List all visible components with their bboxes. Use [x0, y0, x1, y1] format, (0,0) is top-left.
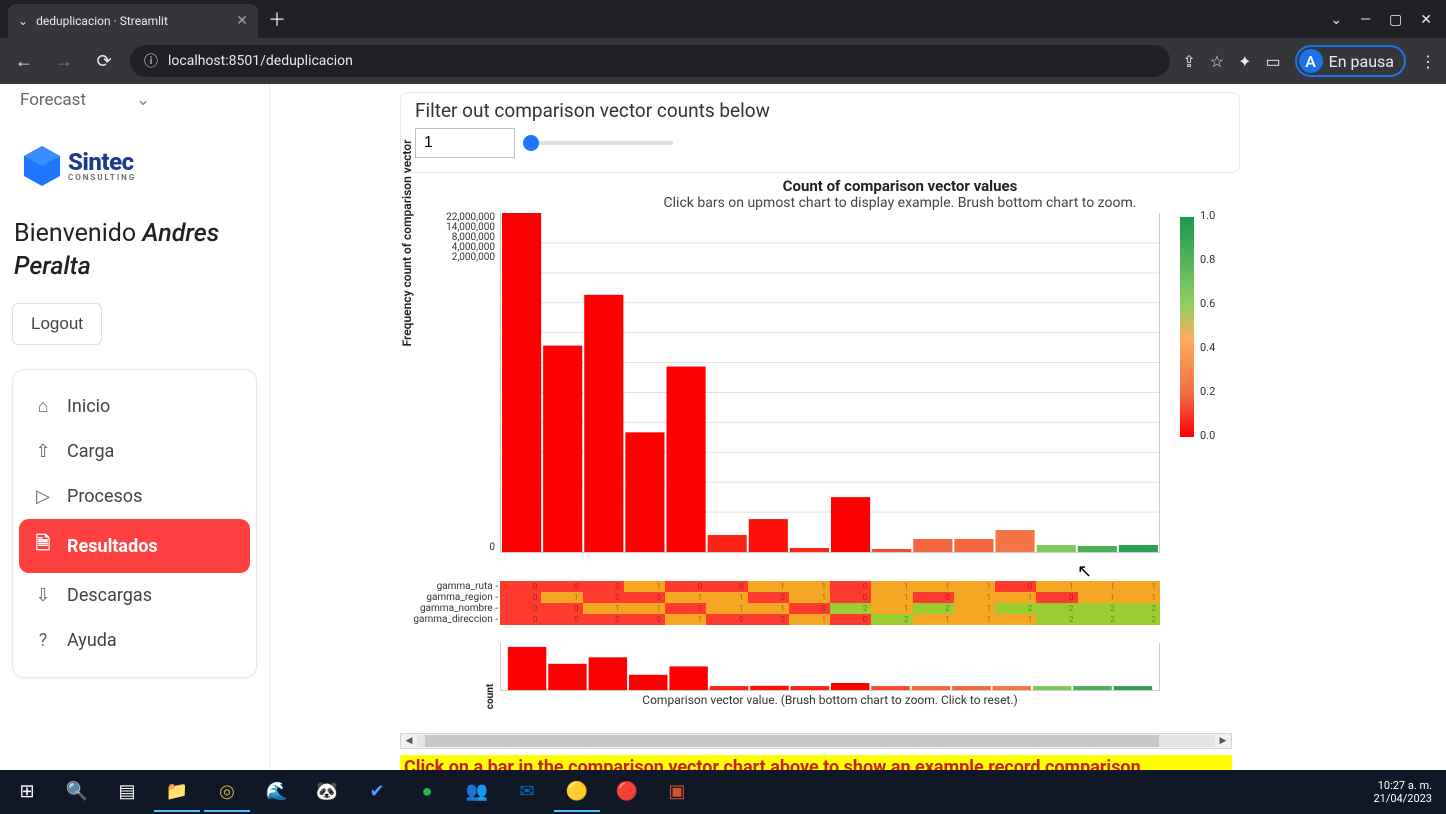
- site-info-icon[interactable]: ⓘ: [144, 51, 158, 71]
- sidebar-item-carga[interactable]: ⇧Carga: [19, 429, 250, 474]
- taskbar-clock[interactable]: 10:27 a. m. 21/04/2023: [1373, 779, 1442, 805]
- logout-button[interactable]: Logout: [12, 303, 102, 345]
- home-icon: ⌂: [33, 396, 53, 417]
- todo-icon[interactable]: ✔: [354, 772, 400, 812]
- profile-chip[interactable]: A En pausa: [1295, 45, 1406, 77]
- chart-title: Count of comparison vector values: [550, 177, 1250, 195]
- address-bar[interactable]: ⓘ localhost:8501/deduplicacion: [130, 45, 1170, 77]
- teams-icon[interactable]: 👥: [454, 772, 500, 812]
- outlook-icon[interactable]: ✉: [504, 772, 550, 812]
- download-icon: ⇩: [33, 585, 53, 606]
- sidebar: Sintec CONSULTING Bienvenido Andres Pera…: [0, 84, 270, 770]
- gamma-row-labels: gamma_rutagamma_regiongamma_nombregamma_…: [400, 581, 498, 625]
- chart-subtitle: Click bars on upmost chart to display ex…: [550, 195, 1250, 211]
- sidebar-item-procesos[interactable]: ▷Procesos: [19, 474, 250, 519]
- brush-chart[interactable]: [500, 643, 1160, 691]
- filter-input[interactable]: [415, 128, 515, 158]
- chrome-canary-icon[interactable]: 🔴: [604, 772, 650, 812]
- close-tab-icon[interactable]: ✕: [236, 13, 248, 29]
- upload-icon: ⇧: [33, 441, 53, 462]
- chrome-icon[interactable]: 🟡: [554, 772, 600, 812]
- forward-button[interactable]: →: [50, 51, 78, 72]
- sidebar-item-resultados[interactable]: 🗎Resultados: [19, 519, 250, 573]
- powerpoint-icon[interactable]: ▣: [654, 772, 700, 812]
- brand-logo: Sintec CONSULTING: [22, 144, 257, 188]
- search-icon[interactable]: 🔍: [54, 772, 100, 812]
- filter-card: Filter out comparison vector counts belo…: [400, 92, 1240, 173]
- maximize-icon[interactable]: ▢: [1389, 12, 1402, 28]
- avatar: A: [1299, 49, 1323, 73]
- filter-label: Filter out comparison vector counts belo…: [415, 99, 1225, 122]
- doc-icon: 🗎: [33, 531, 53, 561]
- page: Forecast Sintec CONSULTING Bienvenido An…: [0, 84, 1446, 770]
- browser-toolbar: ← → ⟳ ⓘ localhost:8501/deduplicacion ⇪ ☆…: [0, 38, 1446, 84]
- kebab-menu-icon[interactable]: ⋮: [1420, 52, 1436, 71]
- sidebar-item-descargas[interactable]: ⇩Descargas: [19, 573, 250, 618]
- logo-text: Sintec: [68, 150, 136, 174]
- bar-chart[interactable]: [500, 213, 1160, 553]
- app-icon-2[interactable]: 🐼: [304, 772, 350, 812]
- chart-titles: Count of comparison vector values Click …: [550, 177, 1250, 211]
- brush-x-label: Comparison vector value. (Brush bottom c…: [500, 693, 1160, 707]
- back-button[interactable]: ←: [10, 51, 38, 72]
- extensions-icon[interactable]: ✦: [1238, 52, 1251, 71]
- edge-icon[interactable]: 🌊: [254, 772, 300, 812]
- logo-subtext: CONSULTING: [68, 174, 136, 182]
- scroll-right-icon[interactable]: ▶: [1215, 736, 1231, 746]
- gamma-grid[interactable]: 0001001101110111010011010101101100110110…: [500, 581, 1160, 625]
- chart-h-scrollbar[interactable]: ◀ ▶: [400, 733, 1232, 749]
- start-button[interactable]: ⊞: [4, 772, 50, 812]
- new-tab-button[interactable]: ＋: [268, 6, 286, 32]
- colorbar: [1180, 217, 1194, 437]
- logo-icon: [22, 144, 62, 188]
- browser-tabstrip: ⌄ deduplicacion · Streamlit ✕ ＋ ⌄ ― ▢ ✕: [0, 0, 1446, 38]
- app-icon-1[interactable]: ◎: [204, 772, 250, 812]
- main-content: Filter out comparison vector counts belo…: [270, 84, 1446, 770]
- chevron-down-icon[interactable]: ⌄: [1330, 12, 1342, 28]
- minimize-icon[interactable]: ―: [1360, 12, 1371, 28]
- sidepanel-icon[interactable]: ▭: [1266, 52, 1281, 71]
- taskbar: ⊞ 🔍 ▤ 📁 ◎ 🌊 🐼 ✔ ● 👥 ✉ 🟡 🔴 ▣ 10:27 a. m. …: [0, 770, 1446, 814]
- brush-y-label: count: [485, 684, 496, 709]
- bookmark-icon[interactable]: ☆: [1210, 52, 1224, 71]
- share-icon[interactable]: ⇪: [1182, 52, 1195, 71]
- hint-banner: Click on a bar in the comparison vector …: [400, 755, 1232, 770]
- browser-tab[interactable]: ⌄ deduplicacion · Streamlit ✕: [8, 4, 258, 38]
- play-icon: ▷: [33, 486, 53, 507]
- y-tick-labels: 22,000,00014,000,0008,000,0004,000,0002,…: [405, 213, 495, 553]
- filter-slider[interactable]: [523, 141, 673, 145]
- spotify-icon[interactable]: ●: [404, 772, 450, 812]
- window-controls: ⌄ ― ▢ ✕: [1330, 12, 1446, 38]
- tab-title: deduplicacion · Streamlit: [36, 14, 168, 28]
- sidebar-item-ayuda[interactable]: ?Ayuda: [19, 618, 250, 663]
- scroll-left-icon[interactable]: ◀: [401, 736, 417, 746]
- sidebar-nav: ⌂Inicio⇧Carga▷Procesos🗎Resultados⇩Descar…: [12, 369, 257, 678]
- help-icon: ?: [33, 630, 53, 651]
- forecast-dropdown[interactable]: Forecast: [20, 90, 150, 110]
- streamlit-icon: ⌄: [18, 14, 28, 28]
- reload-button[interactable]: ⟳: [90, 51, 118, 72]
- close-window-icon[interactable]: ✕: [1420, 12, 1432, 28]
- explorer-icon[interactable]: 📁: [154, 772, 200, 812]
- profile-status: En pausa: [1329, 52, 1394, 71]
- cursor-icon: ↖: [1077, 561, 1092, 582]
- welcome-heading: Bienvenido Andres Peralta: [14, 218, 257, 283]
- sidebar-item-inicio[interactable]: ⌂Inicio: [19, 384, 250, 429]
- taskview-icon[interactable]: ▤: [104, 772, 150, 812]
- url-text: localhost:8501/deduplicacion: [168, 53, 353, 69]
